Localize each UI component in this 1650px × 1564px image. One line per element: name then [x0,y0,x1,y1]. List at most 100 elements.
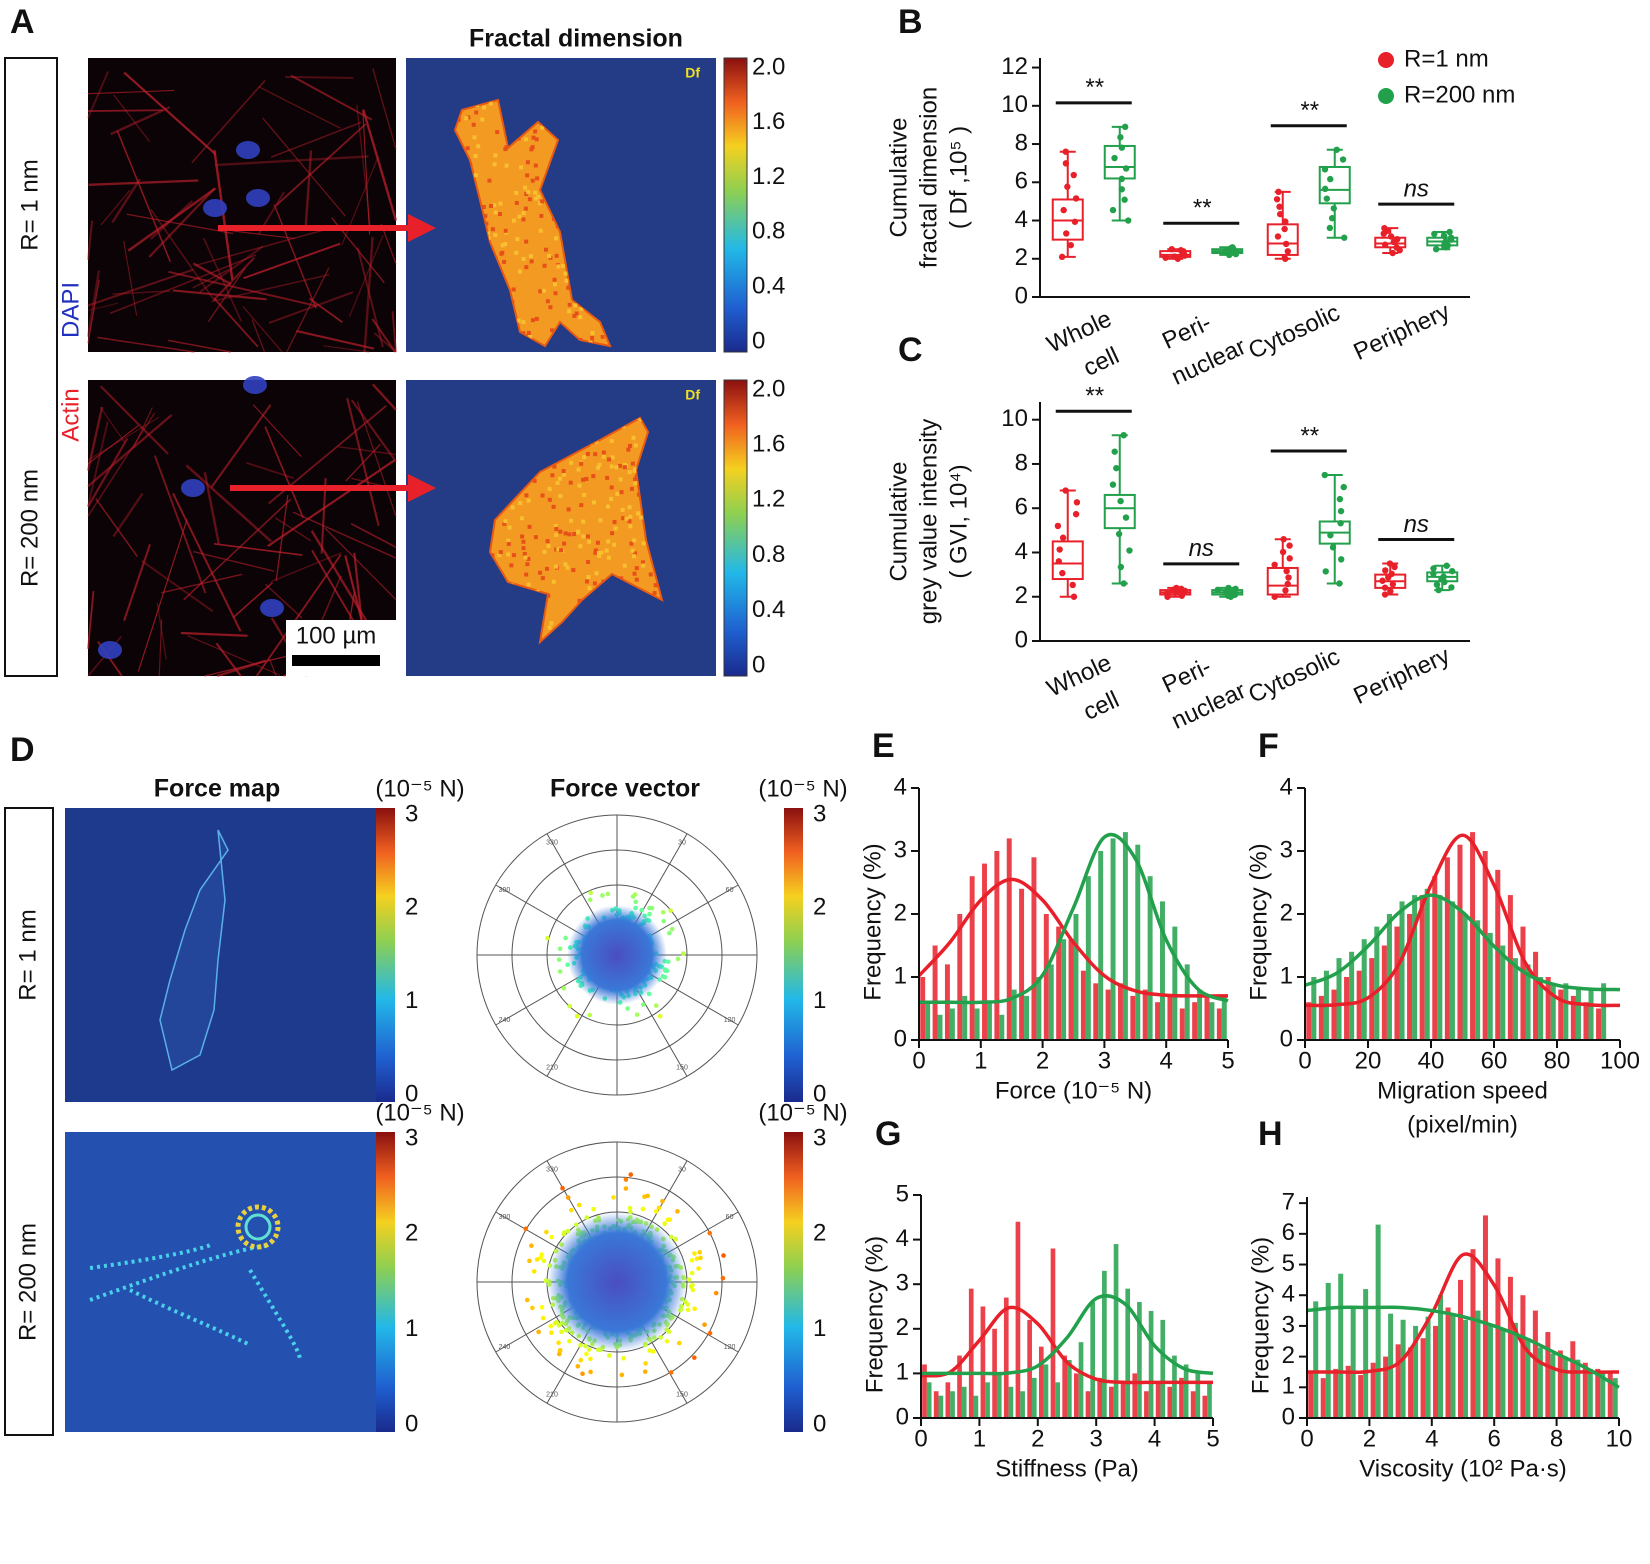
histogram-bar [1483,1215,1488,1418]
histogram-bar [927,1382,932,1418]
pixel [546,299,550,303]
pixel [586,452,590,456]
histogram-bar [1055,1382,1060,1418]
pixel [630,487,634,491]
x-tick-label: 0 [912,1047,925,1074]
histogram-bar [1069,939,1074,1040]
histogram-bar [1495,1258,1500,1418]
point [1123,165,1129,171]
histogram-bar [1533,1311,1538,1418]
force-vector-dot [665,1339,670,1344]
pixel [575,312,579,316]
pixel [554,291,558,295]
legend-label: R=200 nm [1404,81,1515,108]
pixel [613,520,617,524]
histogram-bar [1358,1375,1363,1418]
pixel [495,130,499,134]
pixel [547,544,551,548]
point [1446,229,1452,235]
pixel [515,237,519,241]
histogram-bar [1321,1378,1326,1418]
histogram-bar [985,1382,990,1418]
point [1323,568,1329,574]
histogram-bar [925,1002,930,1040]
histogram-bar [1520,1295,1525,1418]
pixel [549,621,553,625]
point [1121,197,1127,203]
pixel [653,591,657,595]
pixel [586,560,590,564]
force-vector-dot [536,1330,541,1335]
nucleus [260,599,284,617]
point [1122,124,1128,130]
nucleus [236,141,260,159]
force-map [65,1132,376,1432]
pixel [569,519,573,523]
map-label: Df [685,65,700,81]
pixel [579,462,583,466]
force-vector-dot [647,1348,652,1353]
x-axis-label: (pixel/min) [1407,1111,1518,1138]
polar-angle-label: 120 [724,1017,736,1024]
pixel [606,539,610,543]
pixel [526,160,530,164]
histogram-bar [1470,1249,1475,1418]
x-tick-label: 2 [1031,1425,1044,1452]
point [1431,231,1437,237]
force-vector-dot [635,1012,640,1017]
histogram-bar [1016,1222,1021,1418]
pixel [498,202,502,206]
pixel [552,465,556,469]
point [1286,555,1292,561]
colorbar-tick-label: 2 [405,1220,418,1247]
force-vector-dot [558,946,563,951]
histogram-bar [1205,996,1210,1040]
pixel [610,531,614,535]
point [1449,568,1455,574]
pixel [632,554,636,558]
nucleus [246,189,270,207]
pixel [559,548,563,552]
pixel [519,165,523,169]
histogram-bar [1067,1360,1072,1418]
histogram-bar [1333,1369,1338,1418]
polar-angle-label: 120 [724,1344,736,1351]
colorbar [784,808,803,1102]
point [1123,514,1129,520]
pixel [534,164,538,168]
pixel [581,520,585,524]
force-vector-dot [532,1269,537,1274]
pixel [538,571,542,575]
point [1229,244,1235,250]
point [1063,160,1069,166]
histogram-bar [1463,1320,1468,1418]
pixel [472,135,476,139]
point [1341,484,1347,490]
y-axis-label: grey value intensity [915,419,942,624]
force-vector-dot [692,1251,697,1256]
histogram-bar [1433,1326,1438,1418]
point [1435,587,1441,593]
pixel [533,129,537,133]
force-vector-dot [588,897,593,902]
pixel [592,501,596,505]
legend-marker [1378,88,1394,104]
colorbar [784,1132,803,1432]
pixel [524,137,528,141]
point [1119,186,1125,192]
pixel [530,259,534,263]
significance-label: ** [1192,195,1211,222]
force-vector-dot [662,1221,667,1226]
point [1322,472,1328,478]
pixel [514,191,518,195]
stain-label: Actin [57,388,84,441]
pixel [480,118,484,122]
x-tick-label: Periphery [1350,642,1455,710]
pixel [543,550,547,554]
force-vector-core [567,905,667,1005]
pixel [539,229,543,233]
y-tick-label: 1 [1280,962,1293,989]
pixel [487,179,491,183]
pixel [567,532,571,536]
y-tick-label: 5 [1282,1250,1295,1277]
